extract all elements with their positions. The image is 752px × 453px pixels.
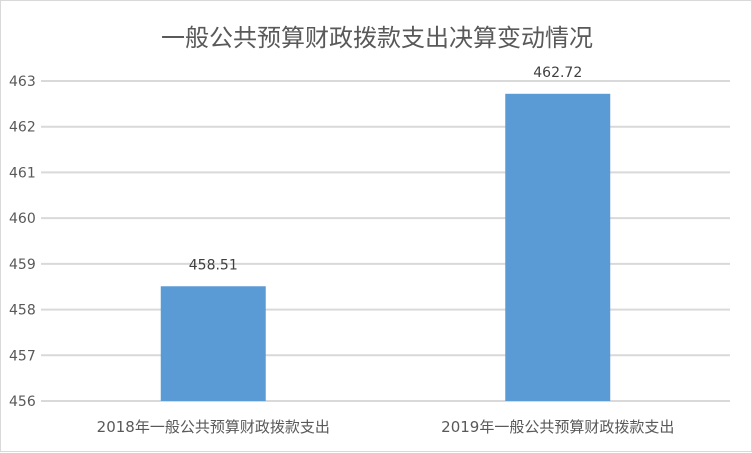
data-label: 458.51 bbox=[189, 257, 238, 273]
data-label: 462.72 bbox=[533, 65, 582, 81]
bar-1 bbox=[160, 286, 266, 401]
y-tick-label: 461 bbox=[9, 165, 36, 181]
y-tick-label: 457 bbox=[9, 348, 36, 364]
category-label: 2019年一般公共预算财政拨款支出 bbox=[441, 418, 674, 436]
y-tick-label: 456 bbox=[9, 394, 36, 410]
chart-title: 一般公共预算财政拨款支出决算变动情况 bbox=[161, 24, 593, 52]
y-tick-label: 459 bbox=[9, 257, 36, 273]
y-tick-label: 462 bbox=[9, 120, 36, 136]
y-tick-label: 463 bbox=[9, 74, 36, 90]
y-tick-label: 458 bbox=[9, 303, 36, 319]
y-tick-label: 460 bbox=[9, 211, 36, 227]
category-label: 2018年一般公共预算财政拨款支出 bbox=[97, 418, 330, 436]
bar-2 bbox=[505, 93, 611, 402]
